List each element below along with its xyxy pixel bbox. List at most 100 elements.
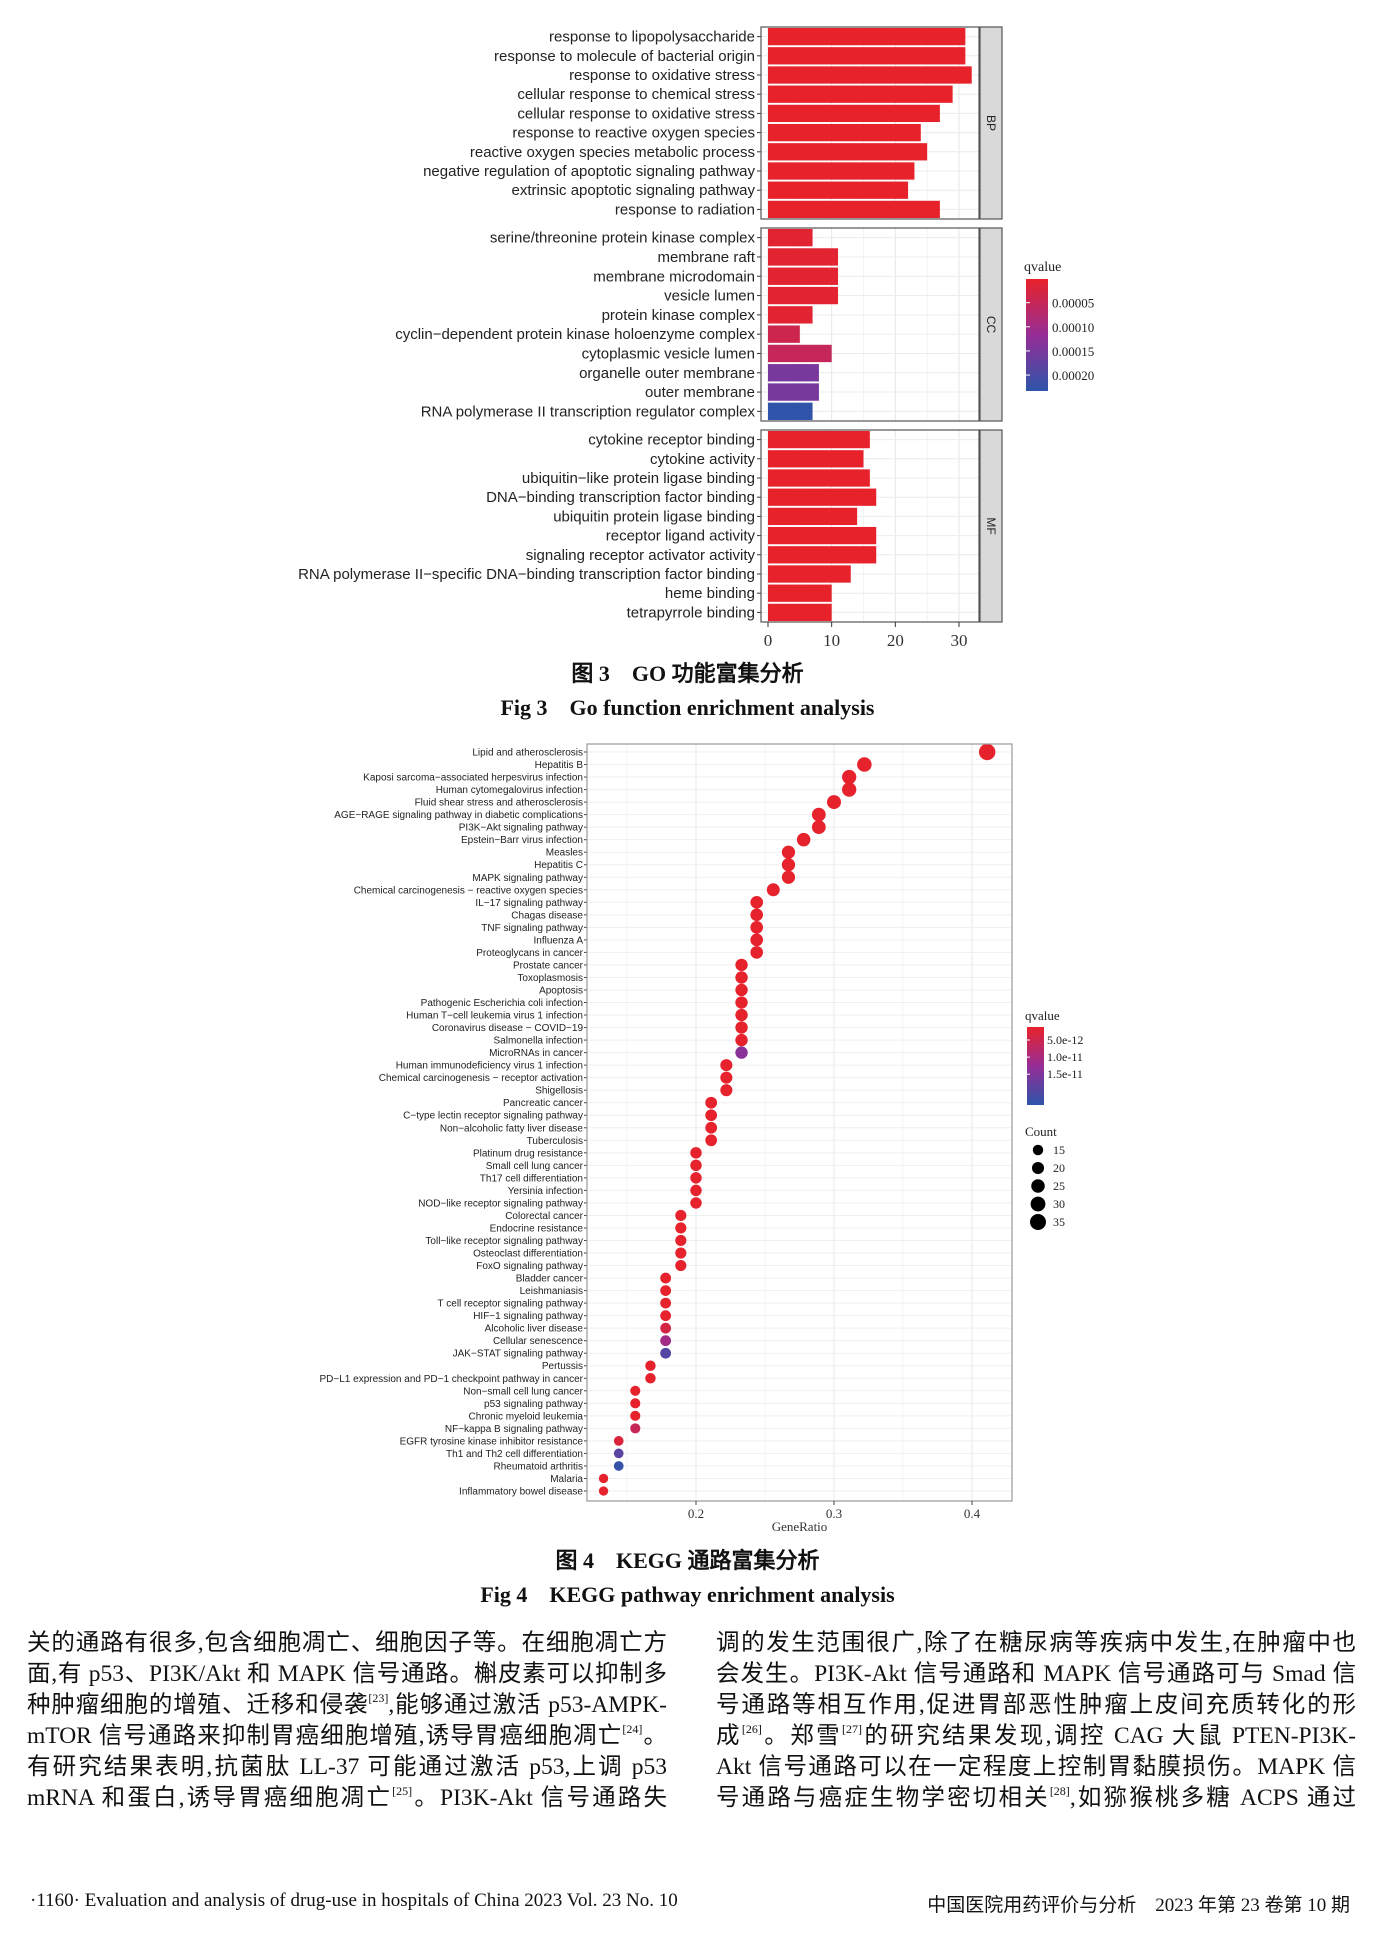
text-line: Akt 信号通路可以在一定程度上控制胃黏膜损伤。MAPK 信: [716, 1752, 1356, 1783]
data-point: [630, 1410, 641, 1421]
pathway-label: EGFR tyrosine kinase inhibitor resistanc…: [400, 1436, 584, 1447]
category-label: negative regulation of apoptotic signali…: [423, 163, 755, 180]
pathway-label: Bladder cancer: [516, 1274, 584, 1285]
data-point: [735, 1021, 748, 1034]
data-point: [598, 1473, 609, 1484]
x-tick-label: 30: [951, 631, 968, 650]
bar: [768, 364, 819, 382]
pathway-label: Th1 and Th2 cell differentiation: [446, 1449, 583, 1460]
count-legend: Count 15 20 25 30 35: [1025, 1124, 1065, 1230]
text-segment: 号通路与癌症生物学密切相关: [716, 1785, 1050, 1811]
pathway-label: Leishmaniasis: [520, 1286, 583, 1297]
category-label: membrane microdomain: [593, 268, 755, 285]
legend-label: 1.5e-11: [1047, 1067, 1083, 1081]
bar: [768, 383, 819, 401]
text-segment: 成: [716, 1723, 742, 1749]
legend-label: 0.00005: [1052, 296, 1094, 311]
data-point: [660, 1322, 672, 1334]
legend-label: 30: [1053, 1197, 1065, 1211]
pathway-label: FoxO signaling pathway: [476, 1261, 583, 1272]
pathway-label: MAPK signaling pathway: [472, 873, 583, 884]
facet-panel-bp: response to lipopolysaccharide response t…: [423, 26, 1003, 220]
text-line: 种肿瘤细胞的增殖、迁移和侵袭[23],能够通过激活 p53-AMPK-: [27, 1690, 667, 1721]
bar: [768, 200, 940, 219]
facet-strip: [979, 429, 1003, 623]
legend-label: 20: [1053, 1161, 1065, 1175]
x-tick-label: 10: [823, 631, 840, 650]
footer-journal-info-cn: 中国医院用药评价与分析 2023 年第 23 卷第 10 期: [927, 1895, 1350, 1916]
legend-size-dot: [1032, 1144, 1044, 1156]
facet-panel-cc: serine/threonine protein kinase complex m…: [395, 227, 1003, 422]
bar: [768, 488, 877, 506]
text-line: 成[26]。郑雪[27]的研究结果发现,调控 CAG 大鼠 PTEN-PI3K-: [716, 1721, 1356, 1752]
pathway-label: MicroRNAs in cancer: [489, 1048, 584, 1059]
category-label: vesicle lumen: [664, 288, 755, 305]
category-label: response to oxidative stress: [569, 67, 755, 84]
x-tick-label: 0.2: [688, 1506, 704, 1521]
legend-colorbar: [1026, 279, 1048, 391]
text-line: 号通路与癌症生物学密切相关[28],如猕猴桃多糖 ACPS 通过: [716, 1783, 1356, 1814]
pathway-label: Hepatitis B: [535, 760, 584, 771]
data-point: [735, 1008, 748, 1022]
data-point: [613, 1436, 624, 1446]
category-label: RNA polymerase II−specific DNA−binding t…: [298, 566, 755, 583]
pathway-label: Small cell lung cancer: [486, 1161, 584, 1172]
data-point: [690, 1172, 702, 1184]
figure-4-caption-cn: 图 4 KEGG 通路富集分析: [555, 1548, 820, 1573]
data-point: [796, 832, 811, 847]
legend-title: qvalue: [1024, 260, 1061, 275]
bar: [768, 27, 966, 46]
pathway-label: Cellular senescence: [493, 1336, 583, 1347]
text-segment: 面,有 p53、PI3K/Akt 和 MAPK 信号通路。槲皮素可以抑制多: [27, 1661, 667, 1687]
pathway-label: Pathogenic Escherichia coli infection: [421, 998, 583, 1009]
facet-strip: [979, 26, 1003, 220]
data-point: [630, 1423, 641, 1434]
text-segment: 号通路等相互作用,促进胃部恶性肿瘤上皮间充质转化的形: [716, 1692, 1356, 1718]
legend-label: 0.00020: [1052, 368, 1094, 383]
bar: [768, 85, 953, 103]
data-point: [613, 1461, 624, 1471]
category-label: heme binding: [665, 585, 755, 602]
category-label: cytokine receptor binding: [588, 432, 755, 449]
facet-strip-label: BP: [984, 115, 998, 131]
pathway-label: Pertussis: [542, 1361, 583, 1372]
figure-4-caption-en: Fig 4 KEGG pathway enrichment analysis: [480, 1582, 895, 1607]
bar: [768, 526, 877, 545]
pathway-label: Proteoglycans in cancer: [476, 948, 583, 959]
data-point: [735, 983, 748, 997]
pathway-label: Coronavirus disease − COVID−19: [432, 1023, 584, 1034]
panel-border: [760, 26, 980, 220]
panel-border: [760, 227, 980, 422]
data-point: [705, 1134, 718, 1147]
data-point: [690, 1147, 702, 1159]
bar: [768, 584, 832, 602]
data-point: [750, 908, 764, 922]
pathway-label: Measles: [546, 848, 583, 859]
pathway-label: NOD−like receptor signaling pathway: [418, 1198, 583, 1209]
data-point: [750, 895, 764, 909]
pathway-label: Human cytomegalovirus infection: [436, 785, 583, 796]
pathway-label: PI3K−Akt signaling pathway: [459, 823, 583, 834]
text-segment: mTOR 信号通路来抑制胃癌细胞增殖,诱导胃癌细胞凋亡: [27, 1723, 623, 1749]
legend-size-dot: [1031, 1161, 1045, 1175]
data-point: [750, 933, 764, 947]
text-line: 关的通路有很多,包含细胞凋亡、细胞因子等。在细胞凋亡方: [27, 1628, 667, 1659]
category-label: cellular response to chemical stress: [517, 86, 755, 103]
text-segment: ,如猕猴桃多糖 ACPS 通过: [1069, 1785, 1356, 1811]
category-label: response to radiation: [615, 201, 755, 218]
text-segment: ,能够通过激活 p53-AMPK-: [388, 1692, 668, 1718]
figure-3-caption-cn: 图 3 GO 功能富集分析: [571, 661, 804, 686]
text-line: 调的发生范围很广,除了在糖尿病等疾病中发生,在肿瘤中也: [716, 1628, 1356, 1659]
text-line: 有研究结果表明,抗菌肽 LL-37 可能通过激活 p53,上调 p53: [27, 1752, 667, 1783]
pathway-label: Non−alcoholic fatty liver disease: [440, 1123, 584, 1134]
bar: [768, 228, 813, 247]
data-point: [675, 1247, 687, 1259]
bar: [768, 286, 839, 305]
legend-colorbar: [1027, 1027, 1044, 1105]
text-line: mRNA 和蛋白,诱导胃癌细胞凋亡[25]。PI3K-Akt 信号通路失: [27, 1783, 667, 1814]
text-segment: 有研究结果表明,抗菌肽 LL-37 可能通过激活 p53,上调 p53: [27, 1754, 667, 1780]
legend-size-dot: [1031, 1179, 1045, 1193]
category-label: tetrapyrrole binding: [627, 604, 755, 621]
bar: [768, 306, 813, 324]
